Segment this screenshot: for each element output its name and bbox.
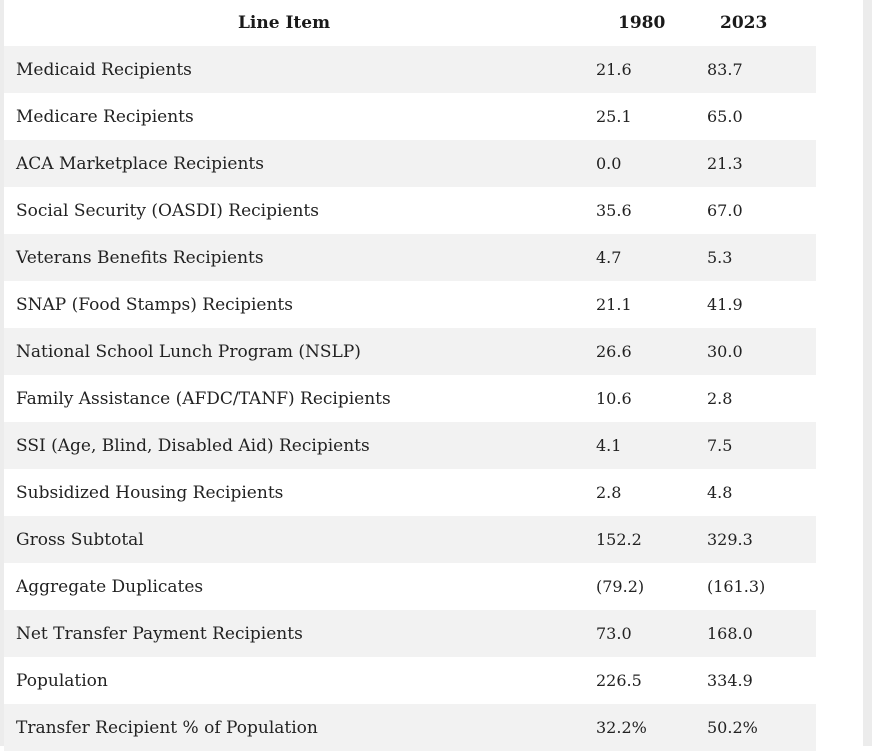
- row-value-1980: 226.5: [584, 657, 696, 704]
- row-value-1980: 4.7: [584, 234, 696, 281]
- row-line-item: Veterans Benefits Recipients: [4, 234, 584, 281]
- table-row: Family Assistance (AFDC/TANF) Recipients…: [4, 375, 816, 422]
- table-row: SSI (Age, Blind, Disabled Aid) Recipient…: [4, 422, 816, 469]
- row-value-2023: 334.9: [696, 657, 816, 704]
- row-value-1980: 35.6: [584, 187, 696, 234]
- table-row: SNAP (Food Stamps) Recipients 21.1 41.9: [4, 281, 816, 328]
- row-value-2023: 7.5: [696, 422, 816, 469]
- left-page-gutter: [0, 0, 4, 746]
- recipients-table: Line Item 1980 2023 Medicaid Recipients 2…: [4, 0, 816, 751]
- row-line-item: National School Lunch Program (NSLP): [4, 328, 584, 375]
- row-value-1980: (79.2): [584, 563, 696, 610]
- row-line-item: SNAP (Food Stamps) Recipients: [4, 281, 584, 328]
- row-line-item: Gross Subtotal: [4, 516, 584, 563]
- row-value-1980: 4.1: [584, 422, 696, 469]
- row-value-2023: 4.8: [696, 469, 816, 516]
- row-value-2023: 5.3: [696, 234, 816, 281]
- row-value-1980: 73.0: [584, 610, 696, 657]
- header-line-item: Line Item: [4, 0, 584, 46]
- table-row: National School Lunch Program (NSLP) 26.6…: [4, 328, 816, 375]
- row-value-1980: 2.8: [584, 469, 696, 516]
- row-value-1980: 152.2: [584, 516, 696, 563]
- row-value-2023: 50.2%: [696, 704, 816, 751]
- table-row: ACA Marketplace Recipients 0.0 21.3: [4, 140, 816, 187]
- row-line-item: Medicaid Recipients: [4, 46, 584, 93]
- row-value-1980: 25.1: [584, 93, 696, 140]
- row-value-2023: 21.3: [696, 140, 816, 187]
- row-value-1980: 21.6: [584, 46, 696, 93]
- row-line-item: SSI (Age, Blind, Disabled Aid) Recipient…: [4, 422, 584, 469]
- table-row: Transfer Recipient % of Population 32.2% 5…: [4, 704, 816, 751]
- table-row: Subsidized Housing Recipients 2.8 4.8: [4, 469, 816, 516]
- row-line-item: Transfer Recipient % of Population: [4, 704, 584, 751]
- row-value-2023: 83.7: [696, 46, 816, 93]
- header-2023: 2023: [696, 0, 816, 46]
- table-body: Medicaid Recipients 21.6 83.7 Medicare Reci…: [4, 46, 816, 751]
- row-value-2023: 65.0: [696, 93, 816, 140]
- row-value-1980: 0.0: [584, 140, 696, 187]
- row-value-1980: 10.6: [584, 375, 696, 422]
- table-row: Net Transfer Payment Recipients 73.0 168.0: [4, 610, 816, 657]
- table-header-row: Line Item 1980 2023: [4, 0, 816, 46]
- row-value-2023: 67.0: [696, 187, 816, 234]
- row-line-item: Net Transfer Payment Recipients: [4, 610, 584, 657]
- row-value-2023: 41.9: [696, 281, 816, 328]
- row-line-item: Population: [4, 657, 584, 704]
- table-row: Aggregate Duplicates (79.2) (161.3): [4, 563, 816, 610]
- row-line-item: ACA Marketplace Recipients: [4, 140, 584, 187]
- row-line-item: Subsidized Housing Recipients: [4, 469, 584, 516]
- row-value-1980: 21.1: [584, 281, 696, 328]
- row-value-2023: 329.3: [696, 516, 816, 563]
- table-row: Medicaid Recipients 21.6 83.7: [4, 46, 816, 93]
- row-line-item: Family Assistance (AFDC/TANF) Recipients: [4, 375, 584, 422]
- table-row: Population 226.5 334.9: [4, 657, 816, 704]
- row-value-2023: 168.0: [696, 610, 816, 657]
- row-value-1980: 32.2%: [584, 704, 696, 751]
- row-value-2023: 30.0: [696, 328, 816, 375]
- table-row: Social Security (OASDI) Recipients 35.6 67…: [4, 187, 816, 234]
- table-row: Veterans Benefits Recipients 4.7 5.3: [4, 234, 816, 281]
- row-value-1980: 26.6: [584, 328, 696, 375]
- table-row: Medicare Recipients 25.1 65.0: [4, 93, 816, 140]
- row-line-item: Aggregate Duplicates: [4, 563, 584, 610]
- right-page-gutter: [863, 0, 872, 746]
- row-line-item: Social Security (OASDI) Recipients: [4, 187, 584, 234]
- table-row: Gross Subtotal 152.2 329.3: [4, 516, 816, 563]
- row-value-2023: 2.8: [696, 375, 816, 422]
- header-1980: 1980: [584, 0, 696, 46]
- row-value-2023: (161.3): [696, 563, 816, 610]
- row-line-item: Medicare Recipients: [4, 93, 584, 140]
- data-table-container: Line Item 1980 2023 Medicaid Recipients 2…: [4, 0, 816, 751]
